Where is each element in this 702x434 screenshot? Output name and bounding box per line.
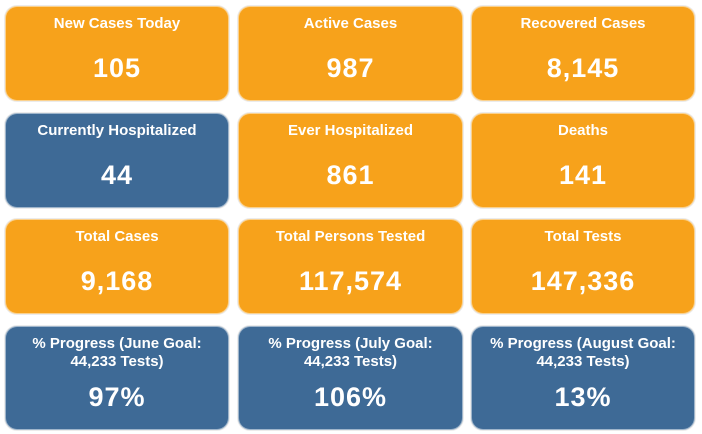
tile-label: Currently Hospitalized <box>37 122 197 139</box>
stat-tile: Ever Hospitalized 861 <box>238 113 463 208</box>
tile-label: New Cases Today <box>53 15 181 32</box>
tile-value: 13% <box>554 382 612 412</box>
tile-label: Recovered Cases <box>520 15 646 32</box>
stat-tile: % Progress (August Goal: 44,233 Tests) 13… <box>471 326 695 430</box>
tile-value: 9,168 <box>80 266 154 296</box>
tile-label: Total Persons Tested <box>275 228 426 245</box>
stat-tile: Total Tests 147,336 <box>471 219 695 314</box>
tile-label: Ever Hospitalized <box>287 122 414 139</box>
tile-label: Total Cases <box>75 228 159 245</box>
stat-tile: New Cases Today 105 <box>5 6 229 101</box>
tile-value: 106% <box>313 382 388 412</box>
tile-label: % Progress (August Goal: 44,233 Tests) <box>490 335 676 370</box>
tile-label: % Progress (June Goal: 44,233 Tests) <box>32 335 202 370</box>
stat-tile: Currently Hospitalized 44 <box>5 113 229 208</box>
tile-value: 147,336 <box>530 266 636 296</box>
tile-value: 44 <box>100 160 134 190</box>
tile-label: Deaths <box>557 122 609 139</box>
stat-tile: Deaths 141 <box>471 113 695 208</box>
tile-value: 141 <box>558 160 608 190</box>
stat-tile: % Progress (June Goal: 44,233 Tests) 97% <box>5 326 229 430</box>
stat-tile: Recovered Cases 8,145 <box>471 6 695 101</box>
tile-value: 105 <box>92 53 142 83</box>
stat-tile: % Progress (July Goal: 44,233 Tests) 106% <box>238 326 463 430</box>
tile-value: 987 <box>326 53 375 83</box>
tile-value: 8,145 <box>546 53 620 83</box>
tile-label: % Progress (July Goal: 44,233 Tests) <box>268 335 433 370</box>
tile-label: Active Cases <box>303 15 398 32</box>
tile-value: 117,574 <box>298 266 403 296</box>
tile-label: Total Tests <box>544 228 622 245</box>
tile-value: 861 <box>326 160 375 190</box>
stat-tile: Total Cases 9,168 <box>5 219 229 314</box>
tile-value: 97% <box>88 382 146 412</box>
stat-tile: Active Cases 987 <box>238 6 463 101</box>
stat-tile: Total Persons Tested 117,574 <box>238 219 463 314</box>
